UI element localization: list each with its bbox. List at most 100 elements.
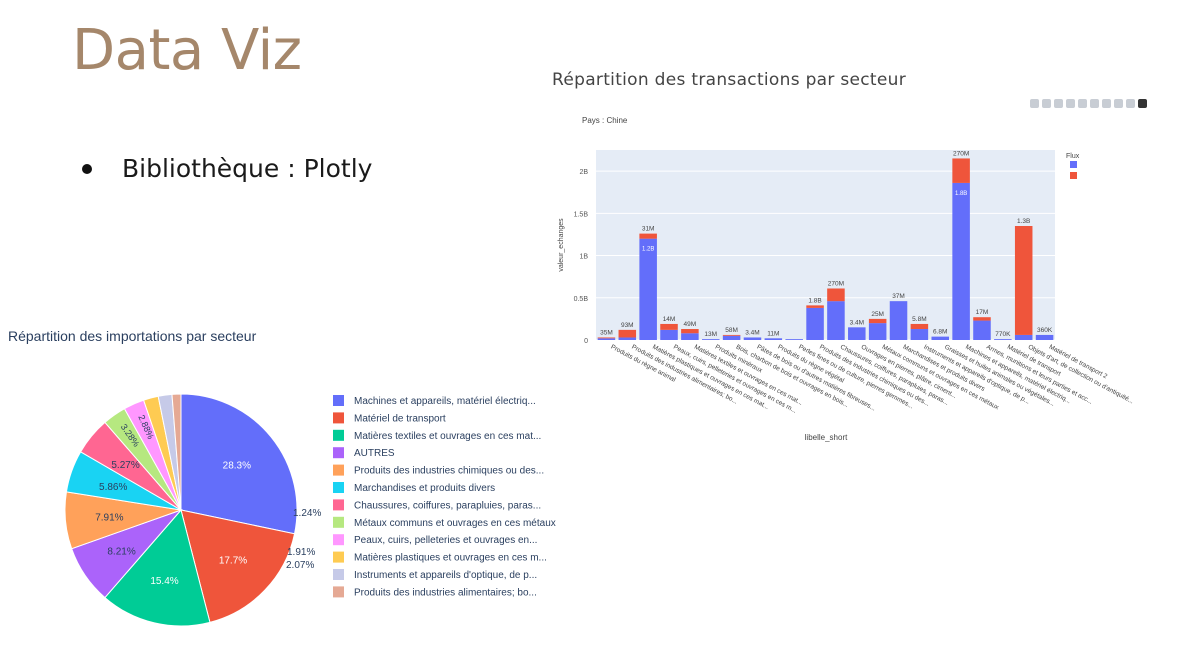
zoom-icon[interactable] bbox=[1042, 99, 1051, 108]
reset-axes-icon[interactable] bbox=[1126, 99, 1135, 108]
pie-legend-swatch bbox=[333, 499, 344, 511]
autoscale-icon[interactable] bbox=[1114, 99, 1123, 108]
bar-segment bbox=[931, 336, 950, 340]
bar-segment bbox=[868, 318, 887, 324]
y-tick-label: 2B bbox=[579, 169, 588, 176]
pie-legend-label: Produits des industries chimiques ou des… bbox=[354, 466, 544, 477]
pie-legend-swatch bbox=[333, 534, 344, 546]
bar-total-label: 3.4M bbox=[745, 329, 759, 336]
bar-segment bbox=[973, 320, 991, 340]
pie-slice-label: 5.86% bbox=[99, 482, 127, 493]
bar-total-label: 770K bbox=[995, 331, 1011, 338]
pie-legend-swatch bbox=[333, 447, 344, 459]
bar-segment bbox=[597, 338, 616, 340]
bar-total-label: 58M bbox=[725, 327, 738, 334]
bar-segment bbox=[1035, 334, 1054, 340]
pie-legend-label: Chaussures, coiffures, parapluies, paras… bbox=[354, 500, 541, 511]
pie-legend-swatch bbox=[333, 412, 344, 424]
pie-legend-label: Machines et appareils, matériel électriq… bbox=[354, 396, 536, 407]
pie-legend-label: Marchandises et produits divers bbox=[354, 483, 495, 494]
y-tick-label: 0 bbox=[584, 338, 588, 345]
pie-slice-label: 8.21% bbox=[107, 546, 135, 557]
plotly-logo-icon[interactable] bbox=[1138, 99, 1147, 108]
bar-segment bbox=[660, 329, 678, 340]
pie-outside-label: 1.91% bbox=[287, 547, 315, 558]
pie-slice bbox=[171, 393, 182, 511]
pie-legend-swatch bbox=[333, 569, 344, 580]
bar-segment bbox=[701, 339, 720, 340]
bar-segment bbox=[910, 329, 929, 340]
zoom-in-icon[interactable] bbox=[1090, 99, 1099, 108]
bar-segment bbox=[1014, 226, 1033, 335]
pan-icon[interactable] bbox=[1054, 99, 1063, 108]
bar-total-label: 1.3B bbox=[1017, 218, 1030, 225]
bar-segment bbox=[889, 301, 908, 340]
bar-segment bbox=[618, 329, 637, 338]
bar-total-label: 360K bbox=[1037, 327, 1053, 334]
pie-legend-label: Peaux, cuirs, pelleteries et ouvrages en… bbox=[354, 535, 537, 546]
bar-segment bbox=[806, 305, 824, 308]
pie-legend-label: Produits des industries alimentaires; bo… bbox=[354, 587, 537, 598]
bar-segment bbox=[1014, 334, 1033, 340]
bullet-item: Bibliothèque : Plotly bbox=[82, 154, 372, 183]
bar-total-label: 11M bbox=[767, 330, 779, 337]
pie-legend-label: AUTRES bbox=[354, 448, 395, 459]
bar-total-label: 25M bbox=[871, 311, 884, 318]
bar-segment bbox=[910, 323, 929, 330]
bar-total-label: 35M bbox=[600, 329, 613, 336]
bar-total-label: 270M bbox=[953, 150, 969, 157]
pie-legend-swatch bbox=[333, 586, 344, 598]
pie-legend-label: Matériel de transport bbox=[354, 413, 446, 424]
pie-slice bbox=[104, 508, 211, 627]
bar-legend-swatch bbox=[1070, 172, 1077, 179]
bar-total-label: 6.8M bbox=[933, 329, 947, 336]
bar-segment bbox=[806, 307, 824, 340]
bar-total-label: 270M bbox=[828, 280, 844, 287]
bar-total-label: 37M bbox=[892, 293, 905, 300]
bar-total-label: 5.8M bbox=[912, 316, 926, 323]
pie-chart-title: Répartition des importations par secteur bbox=[8, 328, 257, 344]
camera-icon[interactable] bbox=[1030, 99, 1039, 108]
pie-legend-swatch bbox=[333, 395, 344, 406]
bar-legend-swatch bbox=[1070, 161, 1077, 168]
bullet-dot-icon bbox=[82, 163, 92, 174]
pie-outside-label: 1.24% bbox=[293, 508, 321, 519]
bar-segment bbox=[848, 327, 866, 340]
pie-legend-swatch bbox=[333, 516, 344, 528]
plotly-modebar[interactable] bbox=[1030, 99, 1147, 108]
pie-legend-label: Matières textiles et ouvrages en ces mat… bbox=[354, 431, 541, 442]
pie-legend-label: Métaux communs et ouvrages en ces métaux bbox=[354, 518, 556, 529]
y-axis-title: valeur_echanges bbox=[558, 218, 565, 272]
bar-segment bbox=[681, 329, 699, 334]
bullet-text: Bibliothèque : Plotly bbox=[122, 154, 373, 183]
bar-segment bbox=[743, 337, 762, 340]
bar-total-label: 93M bbox=[621, 322, 634, 329]
bar-segment bbox=[681, 333, 699, 340]
pie-legend-swatch bbox=[333, 482, 344, 493]
bar-inner-label: 1.2B bbox=[642, 247, 654, 253]
box-select-icon[interactable] bbox=[1066, 99, 1075, 108]
bar-segment bbox=[764, 338, 783, 340]
bar-legend-title: Flux bbox=[1066, 153, 1080, 160]
x-axis-title: libelle_short bbox=[805, 433, 848, 442]
bar-inner-label: 1.8B bbox=[955, 191, 967, 197]
slide-title: Data Viz bbox=[72, 18, 302, 83]
pie-slice-label: 5.27% bbox=[111, 460, 139, 471]
bar-total-label: 49M bbox=[684, 321, 697, 328]
bar-segment bbox=[952, 182, 970, 340]
bar-total-label: 14M bbox=[663, 316, 676, 323]
bar-segment bbox=[722, 334, 741, 336]
pie-slice-label: 17.7% bbox=[219, 556, 247, 567]
zoom-out-icon[interactable] bbox=[1102, 99, 1111, 108]
bar-segment bbox=[660, 323, 678, 330]
lasso-icon[interactable] bbox=[1078, 99, 1087, 108]
pie-legend-swatch bbox=[333, 429, 344, 441]
bar-segment bbox=[973, 317, 991, 321]
bar-chart-title: Répartition des transactions par secteur bbox=[552, 70, 907, 90]
bar-total-label: 3.4M bbox=[850, 319, 864, 326]
bar-total-label: 17M bbox=[976, 309, 989, 316]
bar-segment bbox=[827, 288, 845, 302]
bar-chart-subtitle: Pays : Chine bbox=[582, 116, 628, 125]
pie-slice bbox=[180, 509, 296, 623]
